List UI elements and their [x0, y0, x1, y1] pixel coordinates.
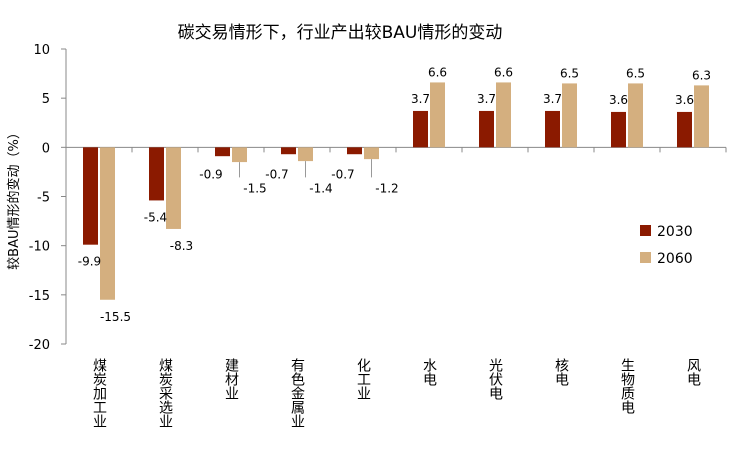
x-tick-label: 核电	[553, 358, 569, 386]
axes: 10 5 0 -5 -10 -15 -20 煤炭加工业 煤炭采选业 建材业 有色金属业 化工业 水电 光伏…	[29, 43, 727, 428]
bar-2060	[430, 82, 445, 148]
bar-2030	[83, 147, 98, 245]
data-label: 3.7	[543, 92, 562, 106]
x-tick-label: 水电	[421, 358, 437, 386]
bar-2060	[232, 147, 247, 163]
data-label: -5.4	[144, 210, 167, 224]
x-tick-label: 化工业	[355, 358, 371, 400]
bar-2060	[496, 82, 511, 148]
y-tick-label: -20	[29, 338, 50, 353]
bar-2030	[149, 147, 164, 201]
data-label: 6.6	[494, 65, 513, 79]
bar-2060	[166, 147, 181, 229]
x-tick-label: 生物质电	[619, 358, 635, 414]
data-label: 6.3	[692, 68, 711, 82]
bar-2030	[215, 147, 230, 157]
x-tick-label: 光伏电	[487, 358, 503, 400]
data-label: -0.9	[199, 167, 222, 181]
bar-2060	[100, 147, 115, 300]
data-label: 3.6	[609, 93, 628, 107]
y-tick-label: -5	[37, 191, 50, 206]
legend-label: 2030	[657, 224, 693, 240]
data-label: -9.9	[78, 255, 101, 269]
y-tick-label: 10	[33, 43, 50, 58]
legend-swatch-2060	[640, 252, 651, 263]
bar-2030	[611, 111, 626, 148]
y-axis-label: 较BAU情形的变动（%）	[6, 126, 22, 270]
data-label: -0.7	[331, 167, 354, 181]
data-label: 3.7	[477, 92, 496, 106]
legend-label: 2060	[657, 251, 693, 267]
data-label: 6.6	[428, 65, 447, 79]
data-label: 3.7	[411, 92, 430, 106]
bar-2030	[281, 147, 296, 155]
bar-2030	[479, 110, 494, 148]
y-tick-label: 0	[42, 141, 50, 156]
y-tick-label: -10	[29, 240, 50, 255]
chart-title: 碳交易情形下，行业产出较BAU情形的变动	[178, 23, 503, 43]
bar-2030	[677, 111, 692, 148]
data-labels: -9.9 -5.4 -0.9 -0.7 -0.7 3.7 3.7 3.7 3.6 3.6 -15.5…	[78, 65, 711, 323]
bar-2030	[545, 110, 560, 148]
legend-swatch-2030	[640, 225, 651, 236]
bar-2060	[298, 147, 313, 162]
data-label: 6.5	[626, 66, 645, 80]
bar-2030	[413, 110, 428, 148]
bar-2060	[628, 83, 643, 148]
data-label: 6.5	[560, 66, 579, 80]
y-tick-label: -15	[29, 289, 50, 304]
data-label: -15.5	[100, 310, 131, 324]
x-tick-label: 煤炭采选业	[157, 358, 173, 428]
bar-2060	[694, 85, 709, 148]
data-label: 3.6	[675, 93, 694, 107]
bar-2060	[364, 147, 379, 160]
bar-2030	[347, 147, 362, 155]
x-tick-label: 煤炭加工业	[91, 358, 107, 428]
bars	[83, 82, 709, 300]
x-tick-label: 建材业	[223, 358, 239, 400]
legend: 2030 2060	[640, 224, 693, 267]
x-tick-label: 风电	[685, 358, 701, 386]
bar-2060	[562, 83, 577, 148]
data-label: -8.3	[170, 239, 193, 253]
data-label: -1.5	[243, 181, 266, 195]
y-tick-label: 5	[42, 92, 50, 107]
data-label: -0.7	[265, 167, 288, 181]
data-label: -1.4	[309, 181, 332, 195]
data-label: -1.2	[375, 181, 398, 195]
x-tick-label: 有色金属业	[289, 358, 305, 428]
